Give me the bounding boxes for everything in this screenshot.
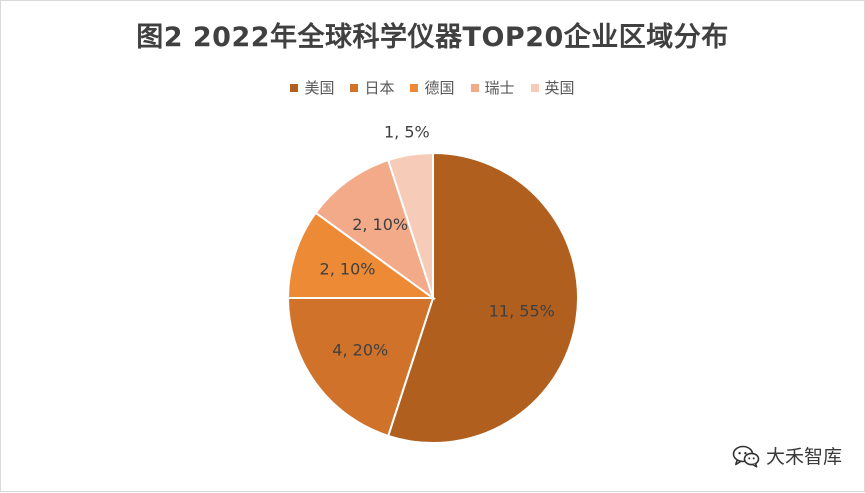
pie-label-japan: 4, 20% xyxy=(332,340,388,359)
chart-title: 图2 2022年全球科学仪器TOP20企业区域分布 xyxy=(136,22,729,53)
legend-label-switzerland: 瑞士 xyxy=(484,79,515,97)
chart-legend: 美国 日本 德国 瑞士 英国 xyxy=(1,77,864,98)
legend-item-uk: 英国 xyxy=(530,77,575,98)
legend-item-switzerland: 瑞士 xyxy=(470,77,515,98)
pie-label-switzerland: 2, 10% xyxy=(352,215,408,234)
legend-item-usa: 美国 xyxy=(290,77,334,98)
pie-slice-germany xyxy=(286,211,437,299)
legend-label-germany: 德国 xyxy=(424,79,455,97)
legend-swatch-uk xyxy=(530,83,539,92)
pie-label-germany: 2, 10% xyxy=(320,260,376,279)
pie-slice-uk xyxy=(386,151,434,299)
legend-label-japan: 日本 xyxy=(364,79,395,97)
pie-slice-usa xyxy=(386,151,579,444)
legend-label-uk: 英国 xyxy=(544,79,575,97)
pie-label-uk: 1, 5% xyxy=(384,123,430,142)
pie-label-usa: 11, 55% xyxy=(489,302,555,321)
watermark-text: 大禾智库 xyxy=(765,446,842,468)
legend-swatch-germany xyxy=(410,83,419,92)
legend-swatch-switzerland xyxy=(470,83,479,92)
legend-swatch-japan xyxy=(350,83,359,92)
legend-item-japan: 日本 xyxy=(350,77,394,98)
legend-swatch-usa xyxy=(290,83,299,92)
watermark: 大禾智库 xyxy=(732,442,842,469)
legend-label-usa: 美国 xyxy=(304,79,335,97)
pie-slice-japan xyxy=(286,297,435,438)
wechat-icon xyxy=(732,445,760,468)
legend-item-germany: 德国 xyxy=(410,77,455,98)
pie-slice-switzerland xyxy=(314,158,435,301)
